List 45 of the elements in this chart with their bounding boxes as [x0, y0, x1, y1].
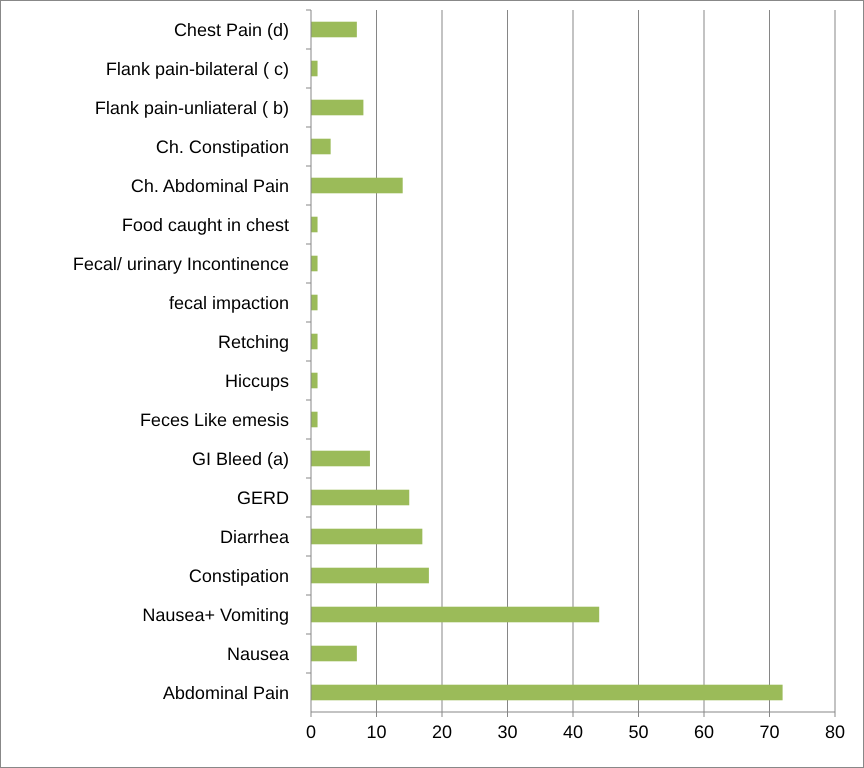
bar — [311, 256, 318, 272]
bar — [311, 684, 783, 700]
y-tick-label: GERD — [236, 488, 289, 508]
bar — [311, 138, 331, 154]
y-tick-label: Ch. Constipation — [156, 136, 289, 157]
bar — [311, 60, 318, 76]
y-tick-label: Nausea — [226, 644, 290, 664]
y-tick-label: Flank pain-unliateral ( b) — [94, 98, 289, 118]
x-tick-label: 50 — [628, 722, 649, 742]
bar — [311, 646, 357, 662]
y-tick-label: Chest Pain (d) — [174, 20, 289, 40]
bar — [311, 450, 370, 466]
x-tick-label: 0 — [306, 722, 316, 742]
y-tick-label: Feces Like emesis — [140, 410, 289, 430]
bar — [311, 294, 318, 310]
y-tick-label: Diarrhea — [220, 526, 290, 547]
bar — [311, 100, 364, 116]
bar — [311, 490, 410, 506]
x-tick-label: 60 — [694, 722, 714, 742]
y-tick-label: Flank pain-bilateral ( c) — [106, 58, 289, 79]
y-tick-label: Nausea+ Vomiting — [142, 604, 289, 625]
x-tick-label: 20 — [432, 722, 452, 742]
y-tick-label: GI Bleed (a) — [192, 448, 289, 469]
x-tick-label: 30 — [497, 722, 518, 742]
bar — [311, 568, 429, 584]
bar — [311, 606, 600, 622]
y-tick-label: Ch. Abdominal Pain — [130, 176, 289, 196]
x-tick-label: 10 — [366, 722, 387, 742]
bar — [311, 22, 357, 38]
y-tick-label: fecal impaction — [168, 292, 289, 313]
bar — [311, 216, 318, 232]
y-tick-label: Abdominal Pain — [162, 682, 289, 703]
x-tick-label: 40 — [562, 722, 584, 742]
y-tick-label: Constipation — [188, 566, 289, 586]
y-tick-label: Food caught in chest — [122, 214, 289, 235]
y-tick-label: Retching — [218, 332, 289, 352]
bar — [311, 334, 318, 350]
bar — [311, 528, 422, 544]
bar — [311, 412, 318, 428]
y-tick-label: Hiccups — [224, 370, 289, 391]
x-tick-label: 70 — [759, 722, 780, 742]
y-tick-label: Fecal/ urinary Incontinence — [72, 254, 289, 274]
x-tick-label: 80 — [824, 722, 846, 742]
bar — [311, 178, 403, 194]
bar — [311, 372, 318, 388]
